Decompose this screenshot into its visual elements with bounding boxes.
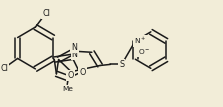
Text: N: N	[72, 50, 78, 59]
Text: N$^+$: N$^+$	[134, 36, 146, 46]
Text: O: O	[80, 68, 86, 77]
Text: Cl: Cl	[43, 9, 50, 18]
Text: S: S	[119, 60, 124, 69]
Text: Cl: Cl	[0, 64, 8, 73]
Text: Me: Me	[62, 86, 73, 92]
Text: O: O	[68, 71, 74, 80]
Text: N: N	[71, 43, 77, 52]
Text: O$^-$: O$^-$	[138, 47, 150, 56]
